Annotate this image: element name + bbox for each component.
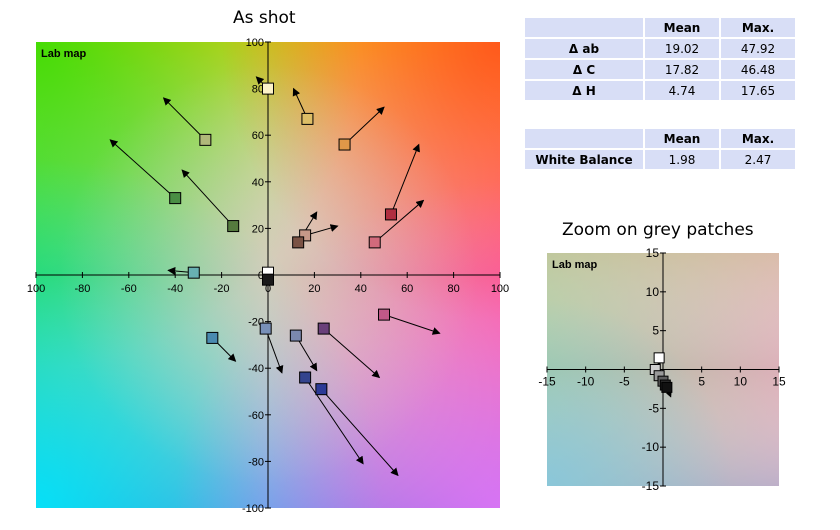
white-balance-table: Mean Max. White Balance 1.98 2.47 [523, 127, 797, 171]
x-tick-label: 100 [27, 283, 45, 295]
y-tick-label: 0 [258, 270, 264, 282]
row-mean: 17.82 [645, 60, 719, 79]
x-tick-label: -10 [577, 375, 595, 389]
row-max: 46.48 [721, 60, 795, 79]
lab-map-chart: Lab map 100 -80 -60 -40 -20 0 20 40 60 80 100 100 80 6… [27, 37, 509, 515]
table-row: White Balance 1.98 2.47 [525, 150, 795, 169]
shift-arrow [265, 328, 284, 374]
row-max: 2.47 [721, 150, 795, 169]
table-header-mean: Mean [645, 18, 719, 37]
y-tick-label: -15 [642, 479, 660, 493]
x-tick-label: -80 [74, 283, 90, 295]
row-label: Δ ab [525, 39, 643, 58]
x-tick-label: 0 [265, 283, 271, 295]
color-patch [199, 133, 212, 146]
color-patch [292, 236, 305, 249]
color-patch [206, 331, 219, 344]
y-tick-label: 80 [252, 84, 264, 96]
row-label: White Balance [525, 150, 643, 169]
y-tick-label: 40 [252, 177, 264, 189]
row-mean: 4.74 [645, 81, 719, 100]
shift-arrow [109, 139, 176, 199]
shift-arrow [390, 143, 420, 215]
table-header-max: Max. [721, 18, 795, 37]
y-tick-label: 20 [252, 223, 264, 235]
y-tick-label: -5 [648, 401, 659, 415]
shift-arrow [181, 169, 234, 227]
plot-label: Lab map [41, 48, 87, 60]
y-tick-label: -100 [242, 503, 264, 515]
x-tick-label: 20 [308, 283, 320, 295]
shift-arrow [304, 377, 364, 465]
plot-label: Lab map [552, 259, 598, 271]
color-patch [289, 329, 302, 342]
shift-arrow [320, 388, 399, 477]
color-patch [301, 112, 314, 125]
zoom-lab-map-chart: Lab map -15 -10 -5 5 10 15 15 10 5 -5 -10 -15 [538, 246, 786, 493]
y-tick-label: 60 [252, 130, 264, 142]
x-tick-label: 5 [698, 375, 705, 389]
row-max: 17.65 [721, 81, 795, 100]
color-patch [315, 383, 328, 396]
table-header-blank [525, 18, 643, 37]
color-patch [299, 371, 312, 384]
color-patch [262, 273, 274, 286]
chart-title: As shot [233, 8, 296, 28]
y-tick-label: -40 [248, 363, 264, 375]
table-row: Δ ab 19.02 47.92 [525, 39, 795, 58]
x-tick-label: 100 [491, 283, 509, 295]
color-patch [378, 308, 390, 321]
row-label: Δ H [525, 81, 643, 100]
color-patch [368, 236, 381, 249]
x-tick-label: -40 [167, 283, 183, 295]
shift-arrow [383, 314, 441, 335]
y-tick-label: -80 [248, 456, 264, 468]
x-tick-label: 40 [355, 283, 367, 295]
color-patch [338, 138, 351, 151]
y-tick-label: 10 [646, 285, 660, 299]
zoom-chart-title: Zoom on grey patches [562, 220, 754, 240]
shift-arrow [162, 97, 206, 141]
color-patch [259, 322, 272, 335]
y-tick-label: 100 [246, 37, 264, 49]
x-tick-label: 10 [734, 375, 748, 389]
row-mean: 19.02 [645, 39, 719, 58]
y-tick-label: 5 [652, 324, 659, 338]
row-label: Δ C [525, 60, 643, 79]
y-tick-label: 15 [646, 246, 660, 260]
color-patch [661, 381, 673, 393]
table-row: Δ C 17.82 46.48 [525, 60, 795, 79]
x-tick-label: -20 [214, 283, 230, 295]
x-tick-label: -15 [538, 375, 556, 389]
row-max: 47.92 [721, 39, 795, 58]
shift-arrow [323, 328, 381, 379]
table-header-mean: Mean [645, 129, 719, 148]
table-header-blank [525, 129, 643, 148]
x-tick-label: 60 [401, 283, 413, 295]
y-tick-label: -10 [642, 440, 660, 454]
color-patch [227, 220, 240, 233]
color-patch [187, 266, 200, 279]
table-row: Δ H 4.74 17.65 [525, 81, 795, 100]
x-tick-label: -60 [121, 283, 137, 295]
color-patch [653, 352, 665, 364]
x-tick-label: 15 [772, 375, 786, 389]
shift-arrow [374, 199, 425, 243]
x-tick-label: -5 [619, 375, 630, 389]
color-patch [262, 82, 274, 95]
table-header-max: Max. [721, 129, 795, 148]
delta-stats-table: Mean Max. Δ ab 19.02 47.92 Δ C 17.82 46.… [523, 16, 797, 102]
shift-arrow [344, 106, 385, 145]
x-tick-label: 80 [447, 283, 459, 295]
y-tick-label: -60 [248, 410, 264, 422]
color-patch [169, 192, 182, 205]
color-patch [299, 229, 312, 242]
row-mean: 1.98 [645, 150, 719, 169]
color-patch [317, 322, 330, 335]
color-patch [384, 208, 397, 221]
